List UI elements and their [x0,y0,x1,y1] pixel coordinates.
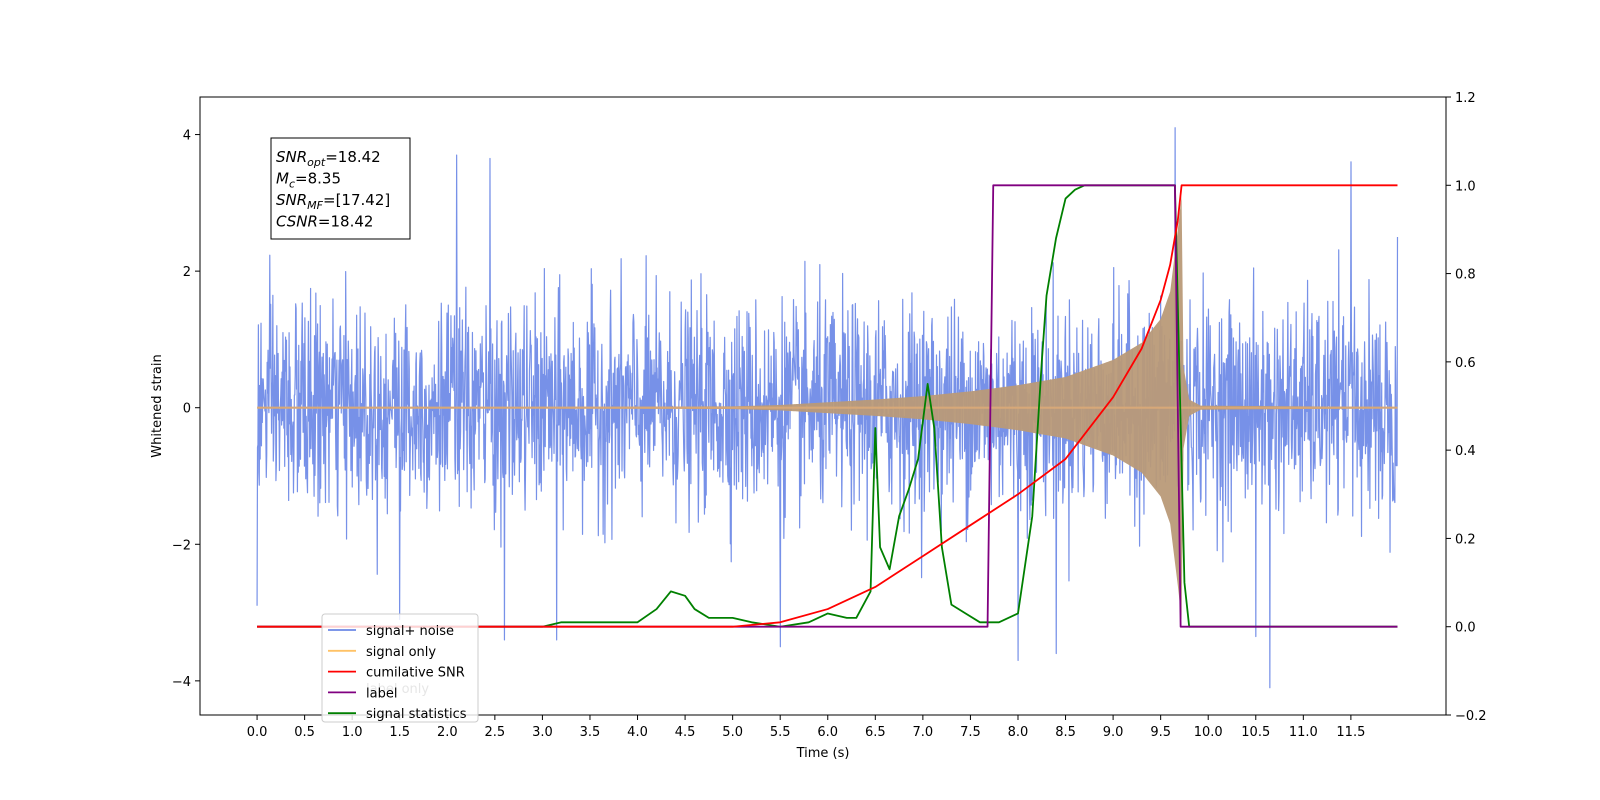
annotation-line: SNRMF=[17.42] [276,191,390,212]
cumilative-snr-line [257,184,1398,628]
legend-entry-label: signal+ noise [366,624,454,639]
signal-noise-series [256,127,1399,689]
annotation-box: SNRopt=18.42Mc=8.35SNRMF=[17.42]CSNR=18.… [270,137,411,240]
x-tick-label: 11.5 [1336,725,1365,740]
x-tick-label: 5.0 [722,725,743,740]
y2-tick-label: 0.0 [1455,621,1476,636]
x-tick-label: 0.0 [247,725,268,740]
annotation-line: CSNR=18.42 [276,213,373,231]
legend-entry-label: cumilative SNR [366,666,465,681]
legend: label only signal+ noise signal only cumila… [321,613,479,723]
x-tick-label: 6.0 [817,725,838,740]
x-tick-label: 2.5 [485,725,506,740]
signal-only-series [257,196,1398,620]
y2-tick-label: −0.2 [1455,709,1487,724]
plot-frame [199,96,1447,716]
annotation-line: SNRopt=18.42 [276,148,381,169]
legend-frame [321,613,479,723]
y2-tick-label: 0.6 [1455,356,1476,371]
axis-ticks: 0.0 0.5 1.0 1.5 2.0 2.5 3.0 3.5 4.0 4.5 5.0 5.5 6.0 6… [172,91,1487,740]
x-tick-label: 6.5 [865,725,886,740]
x-tick-label: 7.0 [913,725,934,740]
x-tick-label: 2.0 [437,725,458,740]
y-tick-label: −2 [172,538,191,553]
annotation-frame [270,137,411,240]
x-tick-label: 8.5 [1055,725,1076,740]
x-tick-label: 10.5 [1241,725,1270,740]
x-tick-label: 1.5 [389,725,410,740]
x-tick-label: 10.0 [1194,725,1223,740]
y-tick-label: 2 [183,265,191,280]
y2-tick-label: 0.2 [1455,532,1476,547]
legend-ghost-text: label only [366,682,429,697]
y-tick-label: 4 [183,129,191,144]
y2-tick-label: 1.2 [1455,91,1476,106]
x-tick-label: 7.5 [960,725,981,740]
x-tick-label: 9.5 [1150,725,1171,740]
y-axis-label: Whitened strain [150,354,165,457]
legend-entry-label: signal statistics [366,707,467,722]
legend-entry-label: label [366,686,397,701]
y2-tick-label: 0.8 [1455,268,1476,283]
annotation-line: Mc=8.35 [276,170,341,191]
x-tick-label: 3.5 [580,725,601,740]
x-tick-label: 4.5 [675,725,696,740]
y-tick-label: −4 [172,675,191,690]
y2-tick-label: 0.4 [1455,444,1476,459]
y-tick-label: 0 [183,402,191,417]
label-line [257,184,1398,628]
x-tick-label: 4.0 [627,725,648,740]
legend-entry-label: signal only [366,645,436,660]
x-tick-label: 8.0 [1008,725,1029,740]
x-tick-label: 3.0 [532,725,553,740]
right-axis-series [257,184,1398,628]
x-tick-label: 0.5 [294,725,315,740]
x-tick-label: 5.5 [770,725,791,740]
y2-tick-label: 1.0 [1455,179,1476,194]
x-tick-label: 1.0 [342,725,363,740]
x-tick-label: 9.0 [1103,725,1124,740]
x-tick-label: 11.0 [1289,725,1318,740]
signal-statistics-line [257,184,1398,628]
signal-noise-line [256,127,1399,689]
x-axis-label: Time (s) [796,746,850,761]
